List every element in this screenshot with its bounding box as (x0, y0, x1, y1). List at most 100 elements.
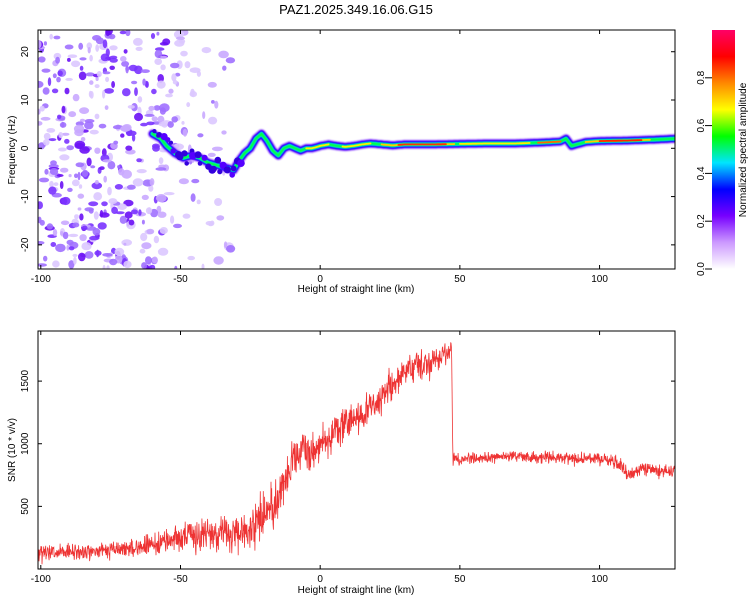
noise-speckle (180, 50, 188, 57)
noise-speckle (196, 70, 201, 77)
noise-speckle (134, 112, 143, 122)
noise-speckle (99, 166, 105, 171)
noise-speckle (153, 235, 160, 244)
noise-speckle (145, 256, 152, 265)
ridge-spot (217, 169, 223, 175)
colorbar-gradient (712, 30, 735, 269)
noise-speckle (43, 132, 51, 140)
noise-speckle (38, 121, 43, 126)
noise-speckle (79, 146, 90, 154)
colorbar-tick-label: 0.0 (696, 262, 707, 276)
noise-speckle (151, 116, 158, 122)
colorbar-tick-label: 0.8 (696, 70, 707, 84)
noise-speckle (214, 198, 223, 206)
noise-speckle (57, 147, 67, 152)
ridge-core (537, 140, 562, 144)
noise-speckle (52, 229, 58, 237)
noise-speckle (96, 71, 102, 78)
noise-speckle (49, 180, 54, 188)
noise-speckle (121, 239, 132, 246)
noise-speckle (67, 57, 71, 62)
noise-speckle (125, 149, 136, 155)
snr-panel: -100 -50 0 50 100 500 1000 1500 Height of stra… (7, 330, 676, 596)
noise-speckle (211, 100, 215, 104)
noise-speckle (132, 178, 144, 187)
noise-speckle (114, 247, 125, 256)
snr-line (38, 342, 675, 565)
noise-speckle (46, 223, 54, 230)
noise-speckle (38, 40, 42, 49)
noise-speckle (140, 69, 150, 73)
noise-speckle (202, 111, 206, 119)
noise-speckle (162, 38, 171, 46)
noise-speckle (174, 265, 178, 269)
noise-speckle (225, 57, 236, 64)
noise-speckle (75, 162, 85, 168)
noise-speckle (213, 256, 224, 265)
y-tick-label: 0 (20, 145, 31, 151)
noise-speckle (140, 232, 148, 242)
noise-speckle (170, 215, 175, 224)
noise-speckle (40, 116, 51, 121)
noise-speckle (81, 242, 92, 251)
noise-speckle (123, 260, 132, 269)
spectrogram-y-ticks: -20 -10 0 10 20 (20, 46, 675, 252)
noise-speckle (125, 145, 133, 151)
noise-speckle (74, 129, 84, 137)
noise-speckle (133, 37, 143, 46)
noise-speckle (214, 100, 219, 109)
noise-speckle (62, 231, 69, 240)
noise-speckle (105, 76, 110, 83)
x-tick-label: -100 (31, 274, 51, 285)
noise-speckle (181, 121, 185, 125)
noise-speckle (207, 152, 216, 157)
noise-speckle (118, 168, 125, 176)
noise-speckle (201, 263, 205, 269)
ridge-core (459, 142, 531, 145)
y-tick-label: -10 (20, 189, 31, 204)
x-tick-label: 100 (591, 574, 608, 585)
noise-speckle (48, 138, 57, 142)
noise-speckle (126, 184, 136, 190)
noise-speckle (64, 44, 74, 50)
noise-speckle (74, 173, 78, 179)
noise-speckle (216, 215, 225, 221)
noise-speckle (163, 192, 175, 196)
ridge-spot (201, 154, 208, 161)
noise-speckle (155, 194, 167, 203)
noise-speckle (122, 88, 131, 97)
noise-speckle (120, 56, 127, 62)
noise-speckle (184, 61, 191, 69)
noise-speckle (182, 128, 188, 137)
noise-speckle (64, 138, 70, 144)
y-tick-label: 1500 (20, 370, 31, 393)
noise-speckle (102, 253, 113, 257)
noise-speckle (78, 42, 84, 50)
noise-speckle (223, 241, 228, 248)
noise-speckle (78, 184, 83, 189)
noise-speckle (121, 61, 130, 67)
noise-speckle (218, 50, 229, 59)
noise-speckle (172, 79, 178, 85)
y-tick-label: 1000 (20, 432, 31, 455)
noise-speckle (55, 243, 66, 253)
noise-speckle (56, 174, 64, 177)
noise-speckle (120, 133, 125, 138)
ridge-core (305, 143, 330, 150)
noise-speckle (191, 178, 200, 184)
noise-speckle (38, 142, 45, 150)
noise-speckle (68, 174, 72, 178)
noise-speckle (73, 256, 77, 265)
noise-speckle (157, 247, 169, 256)
noise-speckle (135, 46, 143, 52)
noise-speckle (93, 192, 103, 201)
colorbar-label: Normalized spectral amplitude (738, 82, 749, 217)
spectrogram-x-label: Height of straight line (km) (298, 284, 415, 295)
noise-speckle (113, 140, 119, 145)
noise-speckle (79, 118, 86, 122)
noise-speckle (170, 62, 180, 69)
noise-speckle (157, 74, 164, 83)
noise-speckle (68, 246, 75, 251)
ridge-spot (194, 151, 202, 159)
noise-speckle (48, 186, 57, 195)
